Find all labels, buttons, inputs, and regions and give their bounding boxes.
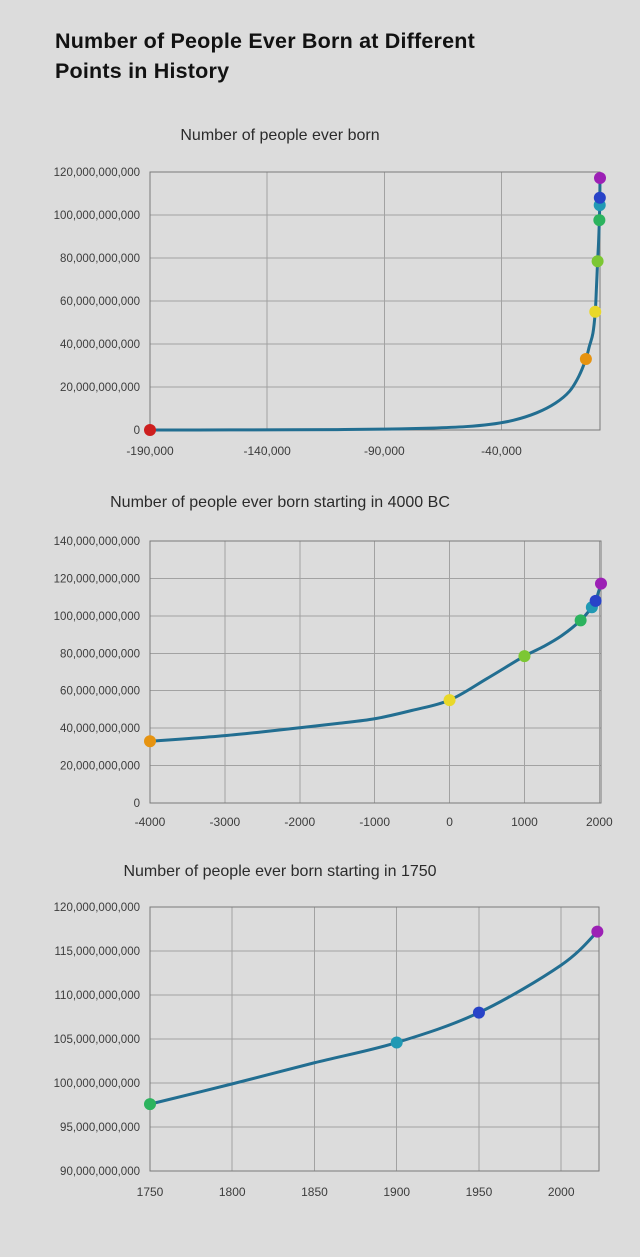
data-point-2022 [591, 925, 604, 938]
x-tick-label: -40,000 [481, 444, 522, 458]
chart-3-title: Number of people ever born starting in 1… [123, 863, 437, 880]
data-point-0 [443, 694, 456, 707]
data-point-2022 [594, 172, 606, 185]
y-tick-label: 40,000,000,000 [60, 723, 140, 735]
y-tick-label: 120,000,000,000 [54, 902, 140, 914]
x-tick-label: 1950 [466, 1185, 493, 1199]
y-tick-label: 0 [134, 425, 140, 437]
x-tick-label: -140,000 [243, 444, 291, 458]
chart-1-title: Number of people ever born [180, 127, 380, 144]
x-tick-label: -4000 [135, 815, 166, 829]
y-tick-label: 140,000,000,000 [54, 536, 140, 548]
plot-border [149, 540, 602, 804]
data-point--190000 [144, 424, 156, 436]
x-tick-label: 1000 [511, 815, 538, 829]
y-tick-label: 20,000,000,000 [60, 382, 140, 394]
x-tick-label: 2000 [548, 1185, 575, 1199]
x-tick-label: 1800 [219, 1185, 246, 1199]
series-line [148, 582, 603, 743]
data-point-2022 [595, 577, 607, 590]
y-tick-label: 80,000,000,000 [60, 648, 140, 660]
y-tick-label: 100,000,000,000 [54, 611, 140, 623]
chart-3: 90,000,000,000 95,000,000,000 100,000,000,… [54, 902, 604, 1199]
series-line [148, 930, 599, 1106]
series-line [148, 176, 602, 432]
y-tick-label: 40,000,000,000 [60, 339, 140, 351]
x-tick-label: -1000 [359, 815, 390, 829]
page-title-line-2: Points in History [55, 59, 230, 83]
page-title-line-1: Number of People Ever Born at Different [55, 29, 475, 53]
data-point-0 [589, 305, 602, 318]
x-tick-label: 2000 [586, 815, 613, 829]
y-tick-label: 110,000,000,000 [55, 990, 140, 1002]
chart-1: 0 20,000,000,000 40,000,000,000 60,000,000,… [54, 167, 606, 458]
y-tick-label: 60,000,000,000 [60, 686, 140, 698]
data-point-1950 [472, 1006, 485, 1019]
page-title: Number of People Ever Born at Different P… [55, 26, 595, 86]
data-point-1750 [144, 1098, 156, 1111]
x-tick-label: -3000 [210, 815, 241, 829]
y-tick-label: 0 [134, 798, 140, 810]
y-tick-label: 95,000,000,000 [60, 1122, 140, 1134]
y-tick-label: 100,000,000,000 [54, 210, 140, 222]
chart-2-title: Number of people ever born starting in 4… [110, 494, 450, 511]
y-tick-label: 120,000,000,000 [54, 573, 140, 585]
y-tick-label: 20,000,000,000 [60, 761, 140, 773]
plot-border [149, 906, 600, 1172]
data-point-1750 [574, 614, 587, 627]
data-point-1950 [589, 594, 602, 607]
data-point-1900 [390, 1036, 403, 1049]
y-tick-label: 115,000,000,000 [55, 946, 140, 958]
data-point-1000 [591, 255, 604, 268]
data-point--4000 [579, 353, 592, 366]
y-tick-label: 90,000,000,000 [60, 1166, 140, 1178]
x-tick-label: 0 [446, 815, 453, 829]
chart-2: 0 20,000,000,000 40,000,000,000 60,000,000,… [54, 536, 613, 829]
x-tick-label: 1750 [137, 1185, 164, 1199]
data-point-1750 [593, 214, 606, 227]
x-tick-label: 1850 [301, 1185, 328, 1199]
y-tick-label: 105,000,000,000 [54, 1034, 140, 1046]
y-tick-label: 80,000,000,000 [60, 253, 140, 265]
y-tick-label: 100,000,000,000 [54, 1078, 140, 1090]
data-point-1950 [593, 191, 606, 204]
y-tick-label: 120,000,000,000 [54, 167, 140, 179]
x-tick-label: -190,000 [126, 444, 174, 458]
x-tick-label: -2000 [284, 815, 315, 829]
y-tick-label: 60,000,000,000 [60, 296, 140, 308]
data-point--4000 [144, 735, 156, 748]
x-tick-label: -90,000 [364, 444, 405, 458]
x-tick-label: 1900 [383, 1185, 410, 1199]
data-point-1000 [518, 650, 531, 663]
